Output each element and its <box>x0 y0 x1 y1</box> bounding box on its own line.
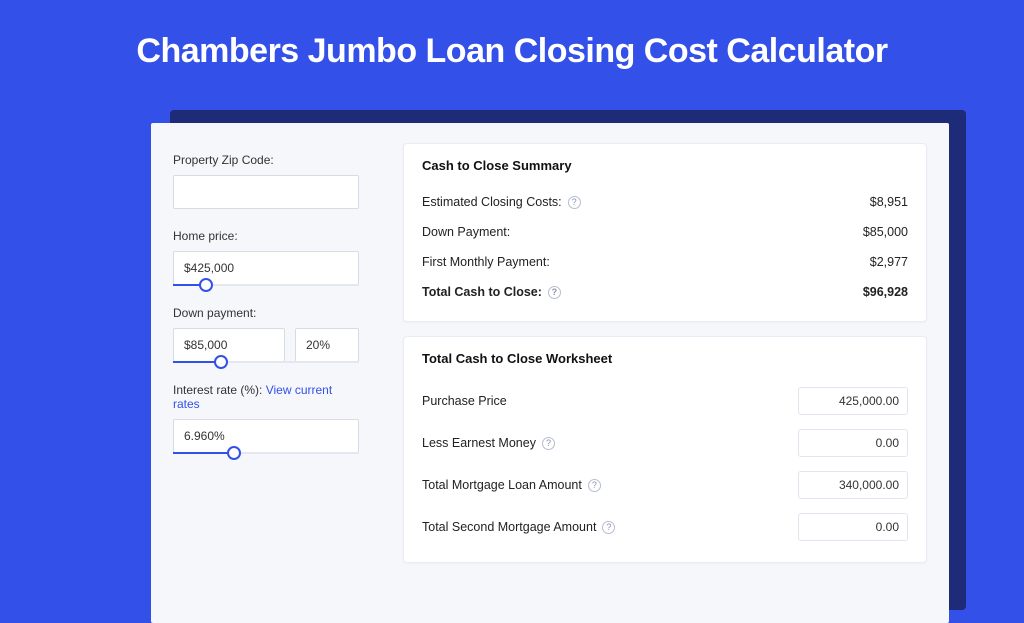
inputs-sidebar: Property Zip Code: Home price: Down paym… <box>151 123 381 623</box>
down-payment-label: Down payment: <box>173 306 359 320</box>
summary-row-value: $85,000 <box>863 225 908 239</box>
worksheet-row-label: Total Second Mortgage Amount <box>422 520 596 534</box>
interest-rate-slider-thumb[interactable] <box>227 446 241 460</box>
summary-row: Estimated Closing Costs: ? $8,951 <box>422 187 908 217</box>
interest-rate-field: Interest rate (%): View current rates <box>173 383 359 454</box>
summary-rows: Estimated Closing Costs: ? $8,951 Down P… <box>422 187 908 307</box>
help-icon[interactable]: ? <box>548 286 561 299</box>
worksheet-row-input[interactable] <box>798 513 908 541</box>
zip-input[interactable] <box>173 175 359 209</box>
calculator-card: Property Zip Code: Home price: Down paym… <box>151 123 949 623</box>
interest-rate-label-text: Interest rate (%): <box>173 383 266 397</box>
worksheet-row: Purchase Price <box>422 380 908 422</box>
help-icon[interactable]: ? <box>568 196 581 209</box>
worksheet-row: Less Earnest Money ? <box>422 422 908 464</box>
summary-row-label: Total Cash to Close: <box>422 285 542 299</box>
summary-row-label: First Monthly Payment: <box>422 255 550 269</box>
home-price-slider-thumb[interactable] <box>199 278 213 292</box>
down-payment-slider[interactable] <box>173 361 359 363</box>
page-title: Chambers Jumbo Loan Closing Cost Calcula… <box>0 0 1024 97</box>
summary-row-value: $96,928 <box>863 285 908 299</box>
summary-row-value: $8,951 <box>870 195 908 209</box>
help-icon[interactable]: ? <box>602 521 615 534</box>
down-payment-slider-thumb[interactable] <box>214 355 228 369</box>
interest-rate-slider[interactable] <box>173 452 359 454</box>
summary-row: Total Cash to Close: ? $96,928 <box>422 277 908 307</box>
worksheet-heading: Total Cash to Close Worksheet <box>422 351 908 366</box>
down-payment-field: Down payment: <box>173 306 359 363</box>
zip-label: Property Zip Code: <box>173 153 359 167</box>
results-content: Cash to Close Summary Estimated Closing … <box>381 123 949 623</box>
summary-heading: Cash to Close Summary <box>422 158 908 173</box>
help-icon[interactable]: ? <box>542 437 555 450</box>
worksheet-panel: Total Cash to Close Worksheet Purchase P… <box>403 336 927 563</box>
summary-row-value: $2,977 <box>870 255 908 269</box>
worksheet-row-label: Purchase Price <box>422 394 507 408</box>
worksheet-row-input[interactable] <box>798 387 908 415</box>
interest-rate-slider-fill <box>173 452 234 454</box>
down-payment-pct-input[interactable] <box>295 328 359 362</box>
worksheet-row-input[interactable] <box>798 429 908 457</box>
home-price-slider[interactable] <box>173 284 359 286</box>
worksheet-rows: Purchase Price Less Earnest Money ? Tota… <box>422 380 908 548</box>
home-price-label: Home price: <box>173 229 359 243</box>
home-price-field: Home price: <box>173 229 359 286</box>
help-icon[interactable]: ? <box>588 479 601 492</box>
down-payment-input[interactable] <box>173 328 285 362</box>
summary-row: Down Payment: $85,000 <box>422 217 908 247</box>
summary-panel: Cash to Close Summary Estimated Closing … <box>403 143 927 322</box>
zip-field: Property Zip Code: <box>173 153 359 209</box>
worksheet-row-label: Total Mortgage Loan Amount <box>422 478 582 492</box>
worksheet-row-label: Less Earnest Money <box>422 436 536 450</box>
interest-rate-label: Interest rate (%): View current rates <box>173 383 359 411</box>
summary-row-label: Estimated Closing Costs: <box>422 195 562 209</box>
summary-row-label: Down Payment: <box>422 225 510 239</box>
summary-row: First Monthly Payment: $2,977 <box>422 247 908 277</box>
worksheet-row-input[interactable] <box>798 471 908 499</box>
interest-rate-input[interactable] <box>173 419 359 453</box>
worksheet-row: Total Mortgage Loan Amount ? <box>422 464 908 506</box>
worksheet-row: Total Second Mortgage Amount ? <box>422 506 908 548</box>
